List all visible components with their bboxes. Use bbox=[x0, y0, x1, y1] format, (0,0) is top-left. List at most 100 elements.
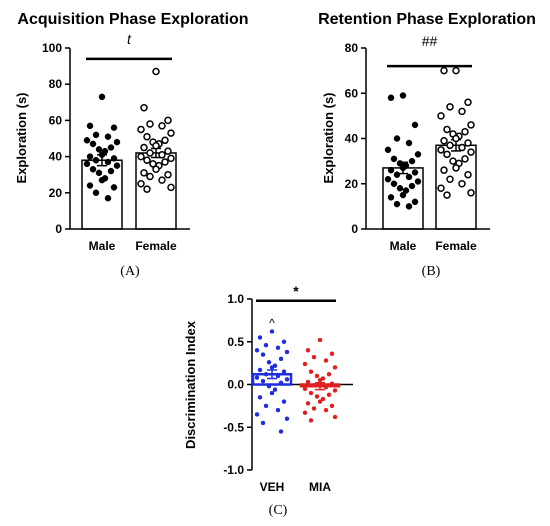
panel-a-point-male bbox=[110, 184, 118, 191]
panel-b-point-male bbox=[408, 182, 416, 190]
panel-b-point-female bbox=[446, 103, 454, 111]
panel-b-point-female bbox=[464, 98, 472, 107]
panel-b-point-female bbox=[452, 164, 460, 172]
panel-b-point-male bbox=[387, 194, 395, 201]
panel-c-point-mia bbox=[302, 386, 308, 392]
panel-a-point-female bbox=[137, 125, 145, 134]
panel-b-point-male bbox=[399, 92, 407, 99]
panel-b-point-male bbox=[411, 198, 419, 206]
panel-c-point-veh bbox=[260, 352, 266, 357]
panel-b-point-male bbox=[387, 94, 395, 102]
panel-c-point-veh bbox=[275, 373, 281, 379]
panel-b-point-female bbox=[464, 170, 472, 179]
panel-c-point-veh bbox=[281, 369, 287, 374]
panel-a-point-female bbox=[143, 156, 151, 164]
panel-a-point-female bbox=[158, 122, 166, 130]
panel-c-y-tick-label: -1.0 bbox=[223, 463, 244, 477]
panel-c-point-mia bbox=[323, 384, 329, 390]
panel-a-point-male bbox=[107, 144, 115, 151]
panel-c-category-label: VEH bbox=[260, 480, 285, 494]
panel-a-point-male bbox=[86, 182, 94, 189]
panel-c-point-veh bbox=[281, 399, 287, 404]
panel-b-point-female bbox=[452, 134, 460, 143]
panel-b-point-female bbox=[467, 121, 475, 129]
panel-a-y-tick-label: 60 bbox=[49, 113, 63, 127]
panel-c-point-mia bbox=[332, 414, 338, 420]
panel-c-point-veh bbox=[269, 329, 275, 334]
panel-c: Discrimination Index (C) -1.0 -0.5 0.0 0.5 1… bbox=[183, 283, 353, 518]
panel-c-point-mia bbox=[323, 358, 329, 363]
panel-c-point-mia bbox=[323, 407, 329, 413]
panel-b-point-female bbox=[437, 146, 445, 154]
panel-b-point-male bbox=[405, 139, 413, 147]
panel-c-point-mia bbox=[308, 390, 314, 396]
panel-a-point-female bbox=[137, 152, 145, 161]
panel-b-point-female bbox=[452, 66, 460, 75]
panel-b-point-female bbox=[440, 137, 448, 145]
panel-b-point-female bbox=[440, 166, 448, 174]
panel-a-point-female bbox=[146, 172, 154, 181]
panel-c-point-veh bbox=[284, 377, 290, 382]
panel-b-point-male bbox=[390, 180, 398, 187]
panel-a-point-female bbox=[143, 185, 151, 193]
panel-c-point-veh bbox=[257, 335, 263, 340]
panel-c-point-veh bbox=[275, 407, 281, 413]
panel-b-point-female bbox=[467, 148, 475, 156]
panel-c-y-tick-label: 0.0 bbox=[227, 378, 244, 392]
panel-c-point-veh bbox=[254, 412, 260, 417]
panel-c-point-mia bbox=[329, 403, 335, 409]
panel-c-label: (C) bbox=[269, 503, 288, 518]
panel-c-point-mia bbox=[326, 392, 332, 398]
panel-a-label: (A) bbox=[120, 264, 140, 279]
panel-c-point-mia bbox=[332, 365, 338, 370]
panel-c-point-veh bbox=[260, 378, 266, 384]
panel-a-y-tick-label: 100 bbox=[42, 41, 62, 55]
panel-b-point-female bbox=[461, 155, 469, 163]
panel-a-point-male bbox=[98, 176, 106, 184]
panel-b-category-label: Male bbox=[390, 239, 417, 253]
panel-a-point-female bbox=[164, 116, 172, 125]
panel-b-title: Retention Phase Exploration bbox=[318, 11, 536, 28]
panel-b-point-male bbox=[393, 171, 401, 178]
panel-b-point-male bbox=[402, 187, 410, 194]
panel-b-point-female bbox=[446, 141, 454, 150]
panel-a-point-female bbox=[167, 183, 175, 192]
panel-c-point-veh bbox=[260, 420, 266, 426]
panel-a-point-male bbox=[104, 133, 112, 140]
panel-a-point-female bbox=[152, 141, 160, 150]
panel-a-point-female bbox=[137, 180, 145, 188]
panel-c-point-veh bbox=[266, 360, 272, 365]
panel-b-point-female bbox=[449, 157, 457, 165]
panel-c-point-mia bbox=[305, 379, 311, 385]
panel-a-y-tick-label: 40 bbox=[49, 150, 63, 164]
panel-a-point-male bbox=[104, 194, 112, 202]
panel-a-point-female bbox=[161, 158, 169, 166]
panel-c-point-mia bbox=[317, 337, 323, 343]
panel-c-point-veh bbox=[254, 375, 260, 380]
panel-c-plot: -1.0 -0.5 0.0 0.5 1.0 VEH MIA * ^ bbox=[223, 283, 353, 494]
panel-c-point-mia bbox=[302, 361, 308, 367]
panel-c-point-veh bbox=[266, 383, 272, 389]
panel-c-point-veh bbox=[269, 390, 275, 396]
panel-a-point-female bbox=[152, 67, 160, 76]
panel-a-point-female bbox=[146, 120, 154, 128]
panel-b-point-female bbox=[458, 143, 466, 152]
panel-a-point-male bbox=[95, 169, 103, 177]
panel-c-point-mia bbox=[329, 381, 335, 386]
panel-b-plot: 0 20 40 60 80 Male Female ## bbox=[345, 33, 490, 253]
panel-b-point-male bbox=[393, 135, 401, 142]
panel-b-point-female bbox=[458, 107, 466, 116]
panel-c-point-veh bbox=[275, 345, 281, 350]
panel-c-point-mia bbox=[332, 388, 338, 393]
panel-b-label: (B) bbox=[422, 264, 441, 279]
panel-b-ylabel: Exploration (s) bbox=[321, 92, 336, 183]
panel-a-title: Acquisition Phase Exploration bbox=[17, 11, 248, 28]
panel-c-point-veh bbox=[284, 416, 290, 421]
panel-b-y-tick-label: 80 bbox=[345, 41, 359, 55]
panel-b-point-male bbox=[411, 169, 419, 176]
panel-a-point-male bbox=[92, 131, 100, 139]
panel-b-point-male bbox=[411, 121, 419, 129]
panel-c-point-veh bbox=[284, 349, 290, 355]
panel-b-y-tick-label: 60 bbox=[345, 86, 359, 100]
panel-c-point-mia bbox=[311, 383, 317, 388]
